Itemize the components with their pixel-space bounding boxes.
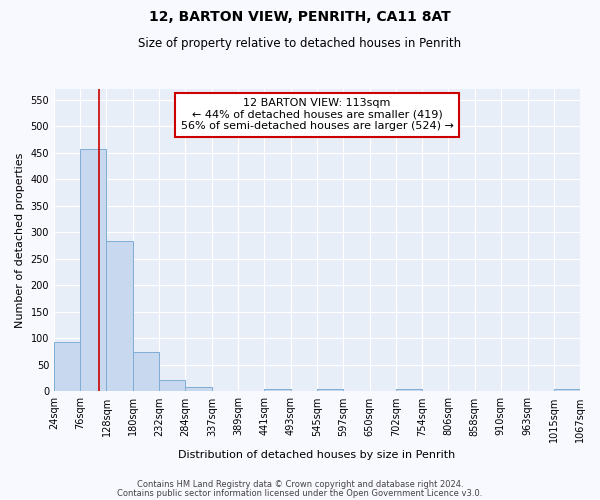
Bar [133, 352, 159, 392]
Text: Contains HM Land Registry data © Crown copyright and database right 2024.: Contains HM Land Registry data © Crown c… [137, 480, 463, 489]
Bar [159, 380, 185, 392]
Bar [396, 389, 422, 392]
Text: 12 BARTON VIEW: 113sqm
← 44% of detached houses are smaller (419)
56% of semi-de: 12 BARTON VIEW: 113sqm ← 44% of detached… [181, 98, 454, 132]
Bar [80, 149, 106, 392]
Text: Size of property relative to detached houses in Penrith: Size of property relative to detached ho… [139, 38, 461, 51]
Bar [185, 387, 212, 392]
Text: Contains public sector information licensed under the Open Government Licence v3: Contains public sector information licen… [118, 489, 482, 498]
Bar [317, 389, 343, 392]
Y-axis label: Number of detached properties: Number of detached properties [15, 152, 25, 328]
Bar [265, 389, 290, 392]
Bar [54, 342, 80, 392]
X-axis label: Distribution of detached houses by size in Penrith: Distribution of detached houses by size … [178, 450, 455, 460]
Bar [106, 242, 133, 392]
Bar [554, 389, 580, 392]
Text: 12, BARTON VIEW, PENRITH, CA11 8AT: 12, BARTON VIEW, PENRITH, CA11 8AT [149, 10, 451, 24]
